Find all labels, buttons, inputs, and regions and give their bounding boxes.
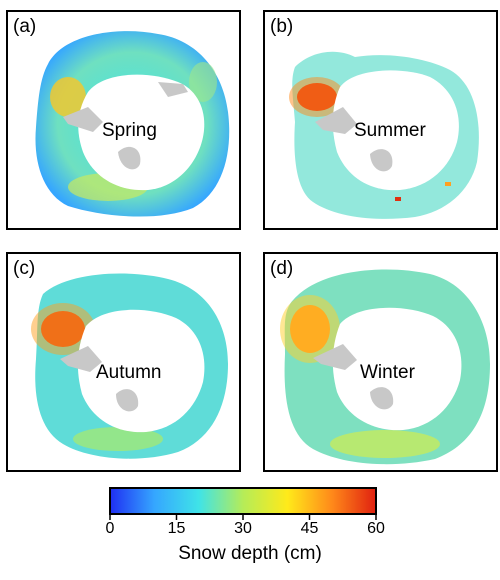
ice-shelf-land (116, 389, 139, 412)
panel-winter: (d) Winter (263, 252, 498, 472)
tick-label-15: 15 (167, 520, 186, 537)
antarctica-land (77, 309, 205, 433)
colorbar-bar (109, 487, 377, 515)
colorbar-title: Snow depth (cm) (178, 543, 322, 564)
panel-spring: (a) Spring (6, 10, 241, 230)
season-label: Spring (102, 120, 157, 141)
antarctica-land (332, 70, 459, 191)
panel-label: (a) (13, 16, 37, 37)
tick-label-30: 30 (234, 520, 252, 537)
coast-land (158, 82, 188, 97)
winter-snow-map (280, 269, 490, 465)
summer-snow-map (289, 51, 479, 219)
antarctica-land (332, 307, 462, 431)
tick-label-45: 45 (300, 520, 319, 537)
panel-label: (c) (13, 258, 36, 279)
tick-label-0: 0 (105, 520, 115, 537)
ice-shelf-land (370, 387, 394, 410)
panel-autumn: (c) Autumn (6, 252, 241, 472)
panel-label: (d) (270, 258, 294, 279)
season-label: Winter (360, 362, 415, 383)
spring-snow-map (35, 31, 230, 217)
season-label: Summer (354, 120, 426, 141)
tick-label-60: 60 (367, 520, 385, 537)
antarctica-land (78, 74, 205, 191)
autumn-snow-map (31, 273, 228, 459)
peninsula-land (60, 346, 102, 372)
peninsula-land (313, 344, 357, 370)
ice-shelf-land (118, 146, 141, 170)
panel-summer: (b) Summer (263, 10, 498, 230)
ice-shelf-land (370, 149, 393, 172)
peninsula-land (315, 107, 357, 134)
season-label: Autumn (96, 362, 162, 383)
peninsula-land (63, 107, 103, 132)
panel-label: (b) (270, 16, 294, 37)
